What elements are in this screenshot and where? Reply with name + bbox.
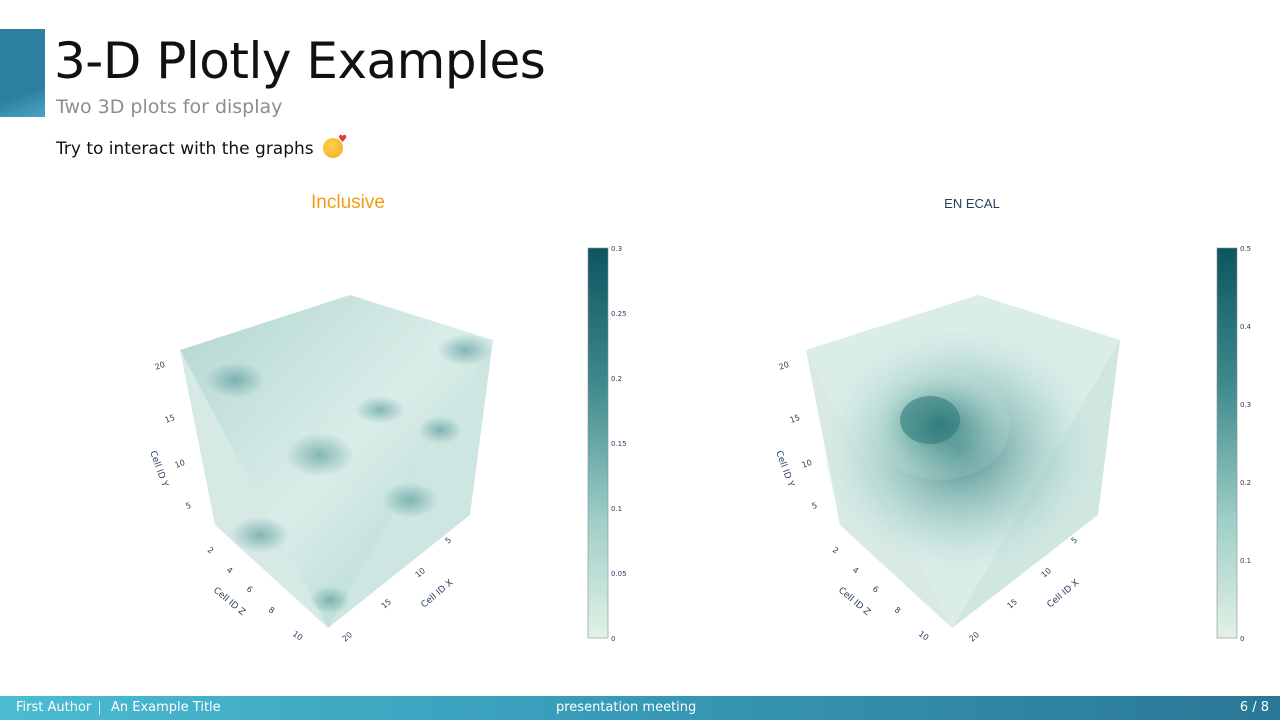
- colorbar-ticks-en-ecal: 0 0.1 0.2 0.3 0.4 0.5: [1240, 245, 1252, 643]
- x-tick-5: 5: [444, 535, 454, 545]
- y-tick-15: 15: [164, 413, 177, 425]
- colorbar-tick-inclusive-6: 0.3: [611, 245, 622, 253]
- colorbar-tick-en-ecal-0: 0: [1240, 635, 1244, 643]
- slide-subtitle: Two 3D plots for display: [56, 96, 283, 118]
- plot-title-inclusive: Inclusive: [311, 192, 385, 213]
- x-tick-20: 20: [968, 630, 982, 643]
- z-tick-10: 10: [291, 629, 305, 642]
- footer-separator: [99, 701, 100, 715]
- colorbar-inclusive: [587, 247, 609, 639]
- z-tick-4: 4: [851, 565, 860, 575]
- x-tick-10: 10: [1040, 566, 1054, 579]
- colorbar-tick-en-ecal-3: 0.3: [1240, 401, 1251, 409]
- y-axis-title: Cell ID Y: [773, 450, 795, 489]
- x-tick-10: 10: [414, 566, 428, 579]
- x-axis-title: Cell ID X: [420, 578, 456, 610]
- z-tick-8: 8: [267, 605, 276, 615]
- plot-inclusive[interactable]: Inclusive 20 15 10 5 Cell ID Y 2 4 6 8 1…: [0, 180, 640, 660]
- z-tick-4: 4: [225, 565, 234, 575]
- smiling-face-with-hearts-icon: [323, 134, 347, 158]
- z-tick-2: 2: [831, 545, 840, 555]
- title-accent-block: [0, 29, 45, 117]
- plot-title-en-ecal: EN ECAL: [944, 196, 1000, 211]
- z-tick-6: 6: [245, 584, 254, 594]
- colorbar-tick-inclusive-4: 0.2: [611, 375, 622, 383]
- y-tick-5: 5: [185, 501, 193, 511]
- y-tick-10: 10: [174, 458, 187, 470]
- footer-bar: First Author An Example Title presentati…: [0, 696, 1280, 720]
- colorbar-tick-inclusive-3: 0.15: [611, 440, 627, 448]
- colorbar-tick-inclusive-0: 0: [611, 635, 615, 643]
- plot-inclusive-svg[interactable]: Inclusive 20 15 10 5 Cell ID Y 2 4 6 8 1…: [0, 180, 640, 660]
- y-tick-15: 15: [789, 413, 802, 425]
- colorbar-tick-en-ecal-1: 0.1: [1240, 557, 1251, 565]
- volume-cube-inclusive[interactable]: [180, 295, 493, 628]
- colorbar-tick-inclusive-5: 0.25: [611, 310, 627, 318]
- y-tick-10: 10: [801, 458, 814, 470]
- x-axis-title: Cell ID X: [1046, 578, 1082, 610]
- slide-title: 3-D Plotly Examples: [54, 32, 546, 90]
- x-tick-15: 15: [1006, 597, 1020, 610]
- z-axis-title: Cell ID Z: [836, 586, 872, 618]
- plot-en-ecal[interactable]: EN ECAL 20 15 10 5 Cell ID Y 2 4 6 8 10 …: [640, 180, 1280, 660]
- z-tick-10: 10: [917, 629, 931, 642]
- colorbar-en-ecal: [1216, 247, 1238, 639]
- z-tick-8: 8: [893, 605, 902, 615]
- x-tick-15: 15: [380, 597, 394, 610]
- z-tick-2: 2: [206, 545, 215, 555]
- footer-page-number: 6 / 8: [1239, 700, 1269, 715]
- colorbar-tick-en-ecal-2: 0.2: [1240, 479, 1251, 487]
- colorbar-tick-inclusive-1: 0.05: [611, 570, 627, 578]
- z-tick-6: 6: [871, 584, 880, 594]
- y-axis-title: Cell ID Y: [147, 450, 169, 489]
- volume-cube-en-ecal[interactable]: [806, 295, 1120, 628]
- footer-presentation-title: An Example Title: [111, 700, 221, 715]
- z-axis-title: Cell ID Z: [211, 586, 247, 618]
- intro-text: Try to interact with the graphs: [56, 134, 347, 159]
- colorbar-tick-inclusive-2: 0.1: [611, 505, 622, 513]
- footer-event: presentation meeting: [556, 700, 697, 715]
- colorbar-tick-en-ecal-5: 0.5: [1240, 245, 1251, 253]
- x-tick-20: 20: [341, 630, 355, 643]
- y-tick-20: 20: [778, 360, 791, 372]
- y-tick-5: 5: [811, 501, 819, 511]
- intro-label: Try to interact with the graphs: [56, 139, 314, 159]
- colorbar-tick-en-ecal-4: 0.4: [1240, 323, 1252, 331]
- y-tick-20: 20: [154, 360, 167, 372]
- footer-author: First Author: [16, 700, 92, 715]
- plot-en-ecal-svg[interactable]: EN ECAL 20 15 10 5 Cell ID Y 2 4 6 8 10 …: [640, 180, 1280, 660]
- colorbar-ticks-inclusive: 0 0.05 0.1 0.15 0.2 0.25 0.3: [611, 245, 627, 643]
- x-tick-5: 5: [1070, 535, 1080, 545]
